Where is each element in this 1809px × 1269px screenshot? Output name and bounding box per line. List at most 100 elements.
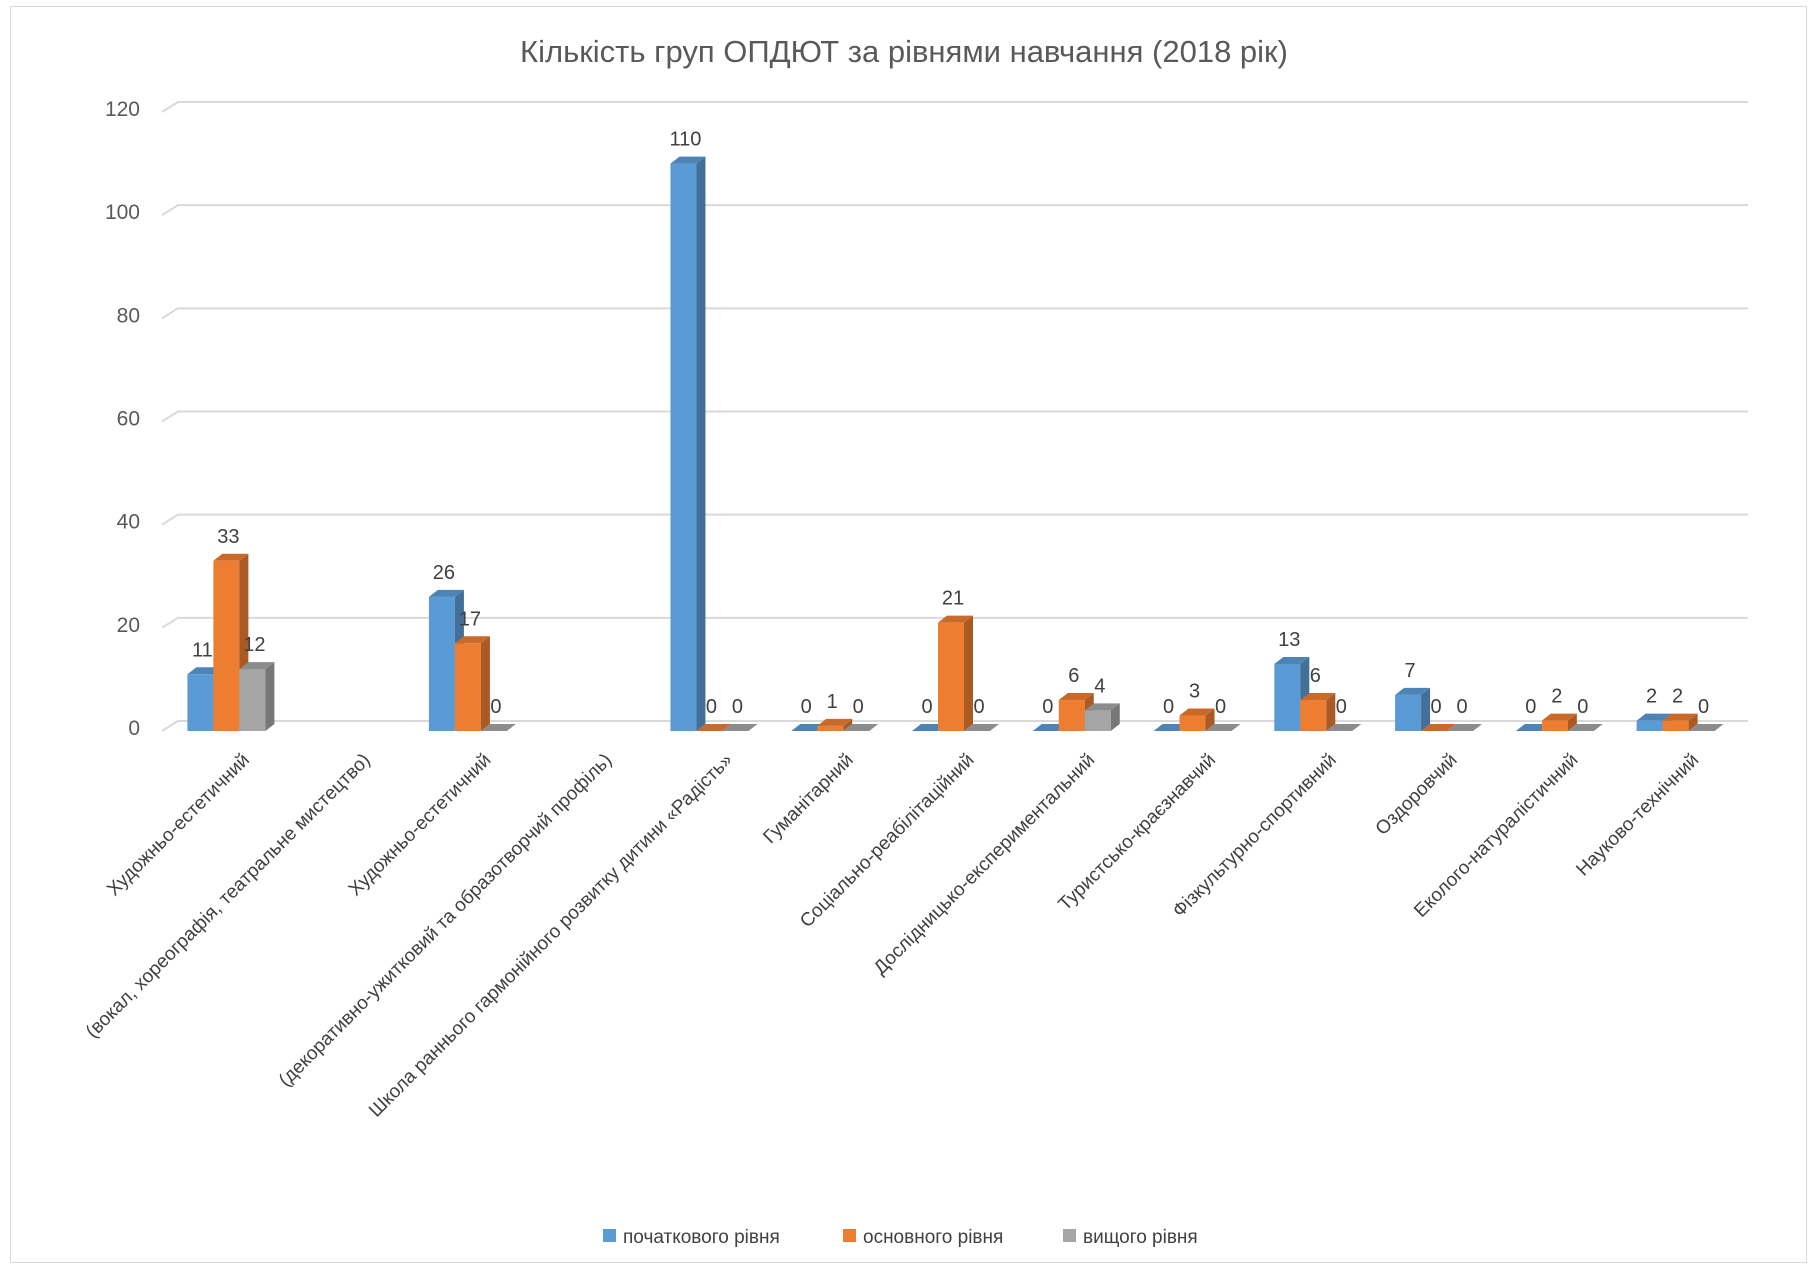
data-label: 6 [1068, 665, 1079, 687]
data-label: 0 [1698, 696, 1709, 718]
data-label: 7 [1405, 660, 1416, 682]
bar-front [428, 596, 455, 731]
gridline [161, 513, 1748, 526]
bar-front [1300, 700, 1327, 731]
bar [239, 662, 275, 731]
y-tick-label: 60 [117, 408, 140, 431]
data-label: 12 [243, 634, 265, 656]
bar [1395, 687, 1431, 731]
data-label: 1 [827, 691, 838, 713]
bar [843, 724, 879, 732]
data-label: 0 [1215, 696, 1226, 718]
bar-top [1395, 687, 1431, 695]
bar-top [670, 156, 706, 164]
legend-item[interactable]: початкового рівня [603, 1227, 780, 1248]
y-tick-label: 40 [117, 511, 140, 534]
bar [1662, 713, 1698, 731]
bar-top [1058, 693, 1094, 701]
bar-top [1274, 656, 1310, 664]
bar-top [964, 724, 999, 731]
bar-top [1662, 713, 1698, 721]
x-category-label: Дослідницько-експериментальний [870, 750, 1099, 979]
bar-top [817, 718, 853, 726]
bar-side [1421, 687, 1431, 731]
bar [722, 724, 758, 732]
bar-top [1179, 708, 1215, 716]
bar-side [843, 718, 853, 731]
legend-label: початкового рівня [623, 1227, 780, 1248]
bar-top [239, 662, 275, 670]
bars [187, 156, 1724, 732]
y-axis-ticks: 0 20 40 60 80 100 120 [105, 98, 140, 740]
bar-front [670, 163, 697, 732]
bar-front [1541, 720, 1568, 731]
bar-front [1084, 710, 1111, 731]
data-label: 0 [1336, 696, 1347, 718]
data-label: 0 [1457, 696, 1468, 718]
data-label: 0 [973, 696, 984, 718]
bar-side [1205, 708, 1215, 731]
bar-top [454, 636, 490, 644]
chart-title: Кількість груп ОПДЮТ за рівнями навчання… [520, 34, 1288, 69]
bar-top [1326, 724, 1362, 731]
bar [1205, 724, 1241, 732]
gridlines [161, 101, 1748, 732]
data-label: 21 [942, 588, 964, 610]
data-label: 2 [1551, 686, 1562, 708]
legend-item[interactable]: основного рівня [843, 1227, 1003, 1248]
legend-label: основного рівня [863, 1227, 1003, 1248]
x-category-label: Гуманітарний [759, 750, 857, 848]
bar [1447, 724, 1483, 732]
x-axis-categories: Художньо-естетичний(вокал, хореографія, … [82, 750, 1703, 1122]
gridline [161, 616, 1748, 629]
bar [817, 718, 853, 731]
bar-side [1326, 693, 1336, 731]
bar-top [1688, 724, 1724, 731]
x-category-label: Науково-технічний [1572, 750, 1703, 881]
gridline [161, 410, 1748, 423]
bar-top [1421, 724, 1457, 731]
data-label: 0 [1431, 696, 1442, 718]
data-label: 0 [1042, 696, 1053, 718]
bar [1179, 708, 1215, 731]
y-tick-label: 120 [105, 98, 140, 121]
data-label: 0 [1577, 696, 1588, 718]
bar-front [1636, 720, 1663, 731]
data-label: 17 [459, 608, 481, 630]
bar-side [696, 156, 706, 732]
bar-front [817, 725, 844, 731]
data-label: 11 [192, 639, 213, 661]
bar-top [722, 724, 758, 731]
data-label: 0 [1163, 696, 1174, 718]
bar-top [480, 724, 516, 731]
data-label: 0 [1525, 696, 1536, 718]
data-label: 6 [1310, 665, 1321, 687]
bar-side [480, 636, 490, 731]
x-category-label: Оздоровчий [1372, 750, 1462, 840]
bar [454, 636, 490, 731]
bar-front [1274, 663, 1301, 731]
bar-top [1300, 693, 1336, 701]
bar-front [1179, 715, 1206, 731]
legend[interactable]: початкового рівня основного рівня вищого р… [603, 1227, 1198, 1248]
data-label: 33 [217, 526, 239, 548]
bar [1421, 724, 1457, 732]
legend-swatch [1063, 1229, 1076, 1242]
bar-side [1688, 713, 1698, 731]
gridline [161, 101, 1748, 113]
bar-top [1636, 713, 1672, 721]
bar-front [1662, 720, 1689, 731]
bar-top [1541, 713, 1577, 721]
legend-swatch [843, 1229, 856, 1242]
data-label: 2 [1672, 686, 1683, 708]
bar-side [1567, 713, 1577, 731]
data-label: 0 [801, 696, 812, 718]
y-tick-label: 20 [117, 614, 140, 637]
bar-front [454, 643, 481, 731]
legend-item[interactable]: вищого рівня [1063, 1227, 1198, 1248]
bar-front [187, 674, 214, 731]
data-label: 110 [670, 129, 702, 151]
bar [938, 615, 973, 731]
y-tick-label: 100 [105, 201, 140, 224]
